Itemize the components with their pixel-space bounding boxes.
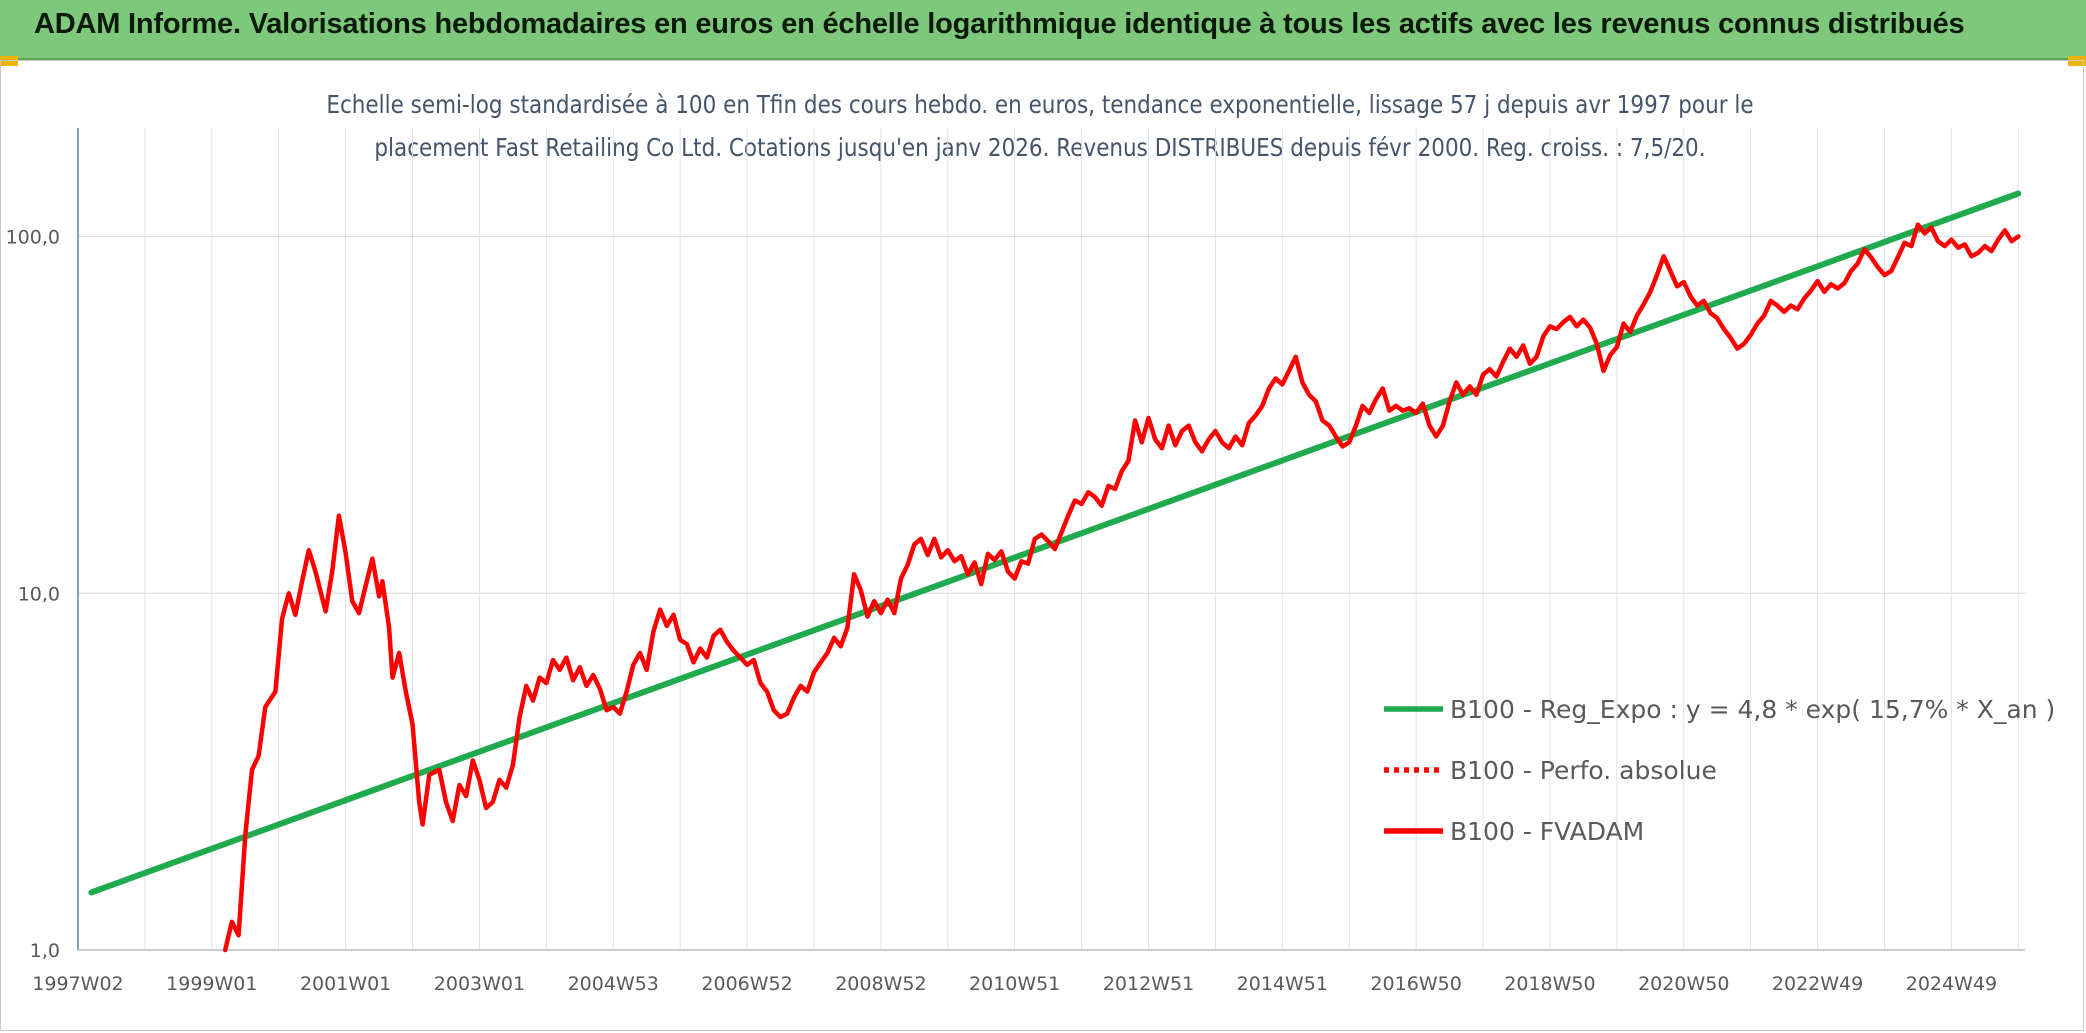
header-banner: ADAM Informe. Valorisations hebdomadaire… <box>0 0 2086 60</box>
chart-title-line-2: placement Fast Retailing Co Ltd. Cotatio… <box>374 133 1706 162</box>
chart-frame <box>0 60 2084 1031</box>
corner-marker-left <box>0 56 18 66</box>
chart-title-line-1: Echelle semi-log standardisée à 100 en T… <box>326 90 1754 119</box>
corner-marker-right <box>2068 56 2086 66</box>
page-title: ADAM Informe. Valorisations hebdomadaire… <box>34 8 1965 40</box>
